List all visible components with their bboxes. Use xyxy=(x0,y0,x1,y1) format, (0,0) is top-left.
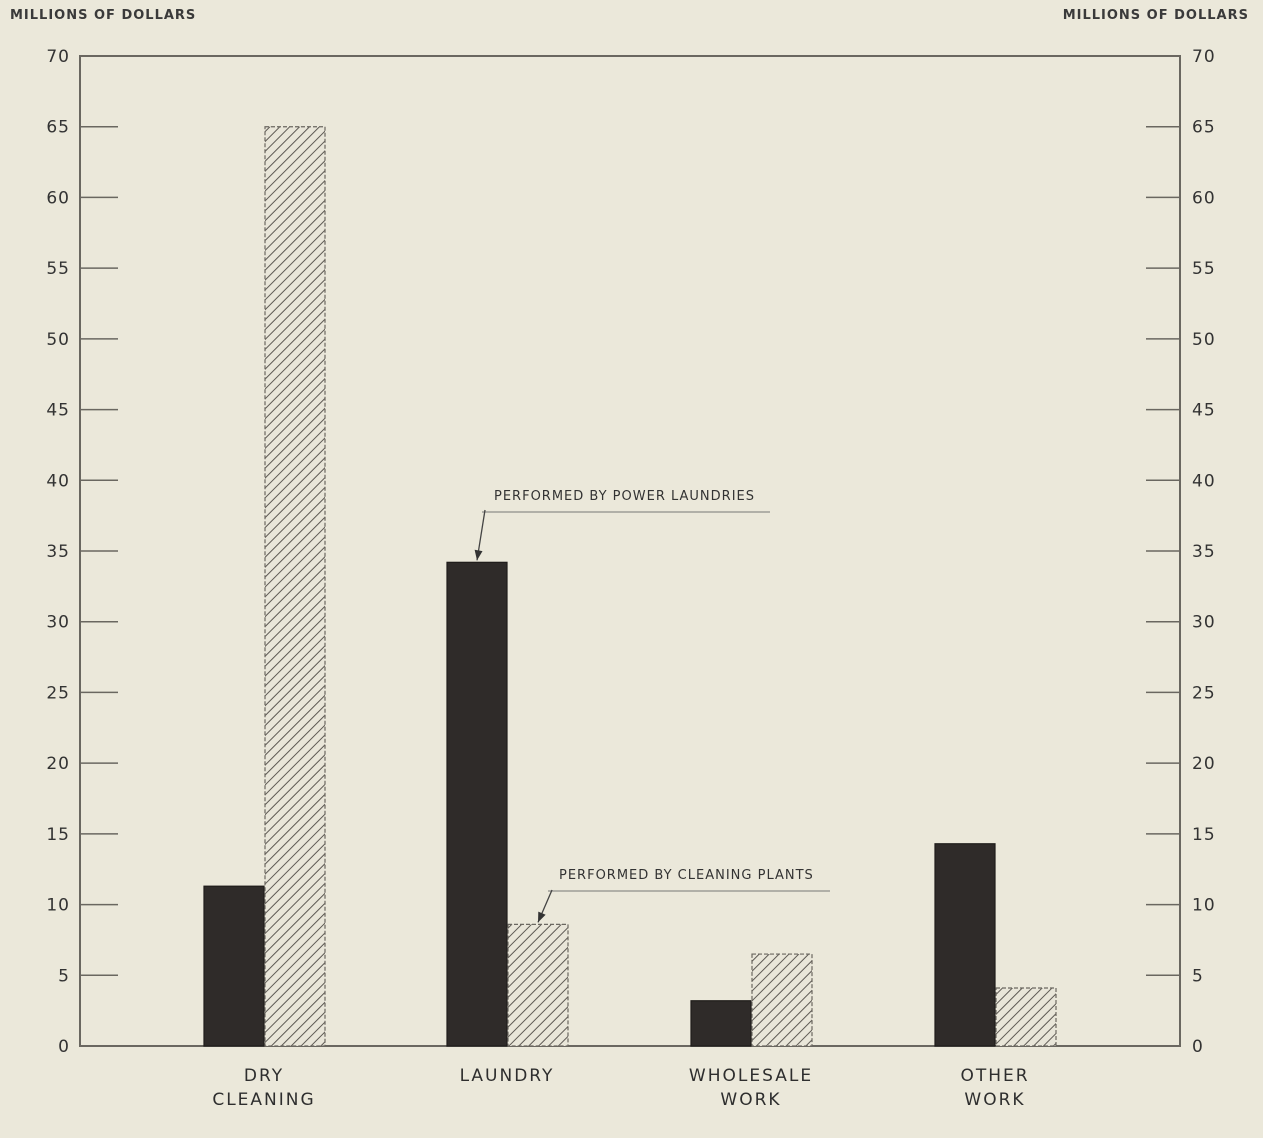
left-tick-label: 20 xyxy=(46,754,70,774)
power-laundries-bar xyxy=(690,1000,752,1047)
left-tick-label: 30 xyxy=(46,613,70,633)
right-tick-label: 60 xyxy=(1192,188,1216,208)
left-tick-label: 50 xyxy=(46,330,70,350)
category-label-line1: DRY xyxy=(243,1066,285,1086)
power-laundries-bar xyxy=(934,843,996,1047)
right-tick-label: 50 xyxy=(1192,330,1216,350)
left-tick-label: 0 xyxy=(58,1037,70,1057)
left-tick-label: 70 xyxy=(46,47,70,67)
right-tick-label: 10 xyxy=(1192,896,1216,916)
cleaning-plants-bar xyxy=(507,923,569,1047)
category-label-line1: OTHER xyxy=(960,1066,1030,1086)
right-tick-label: 30 xyxy=(1192,613,1216,633)
right-tick-label: 20 xyxy=(1192,754,1216,774)
category-label-line2: WORK xyxy=(720,1090,782,1110)
left-tick-label: 25 xyxy=(46,683,70,703)
right-tick-label: 35 xyxy=(1192,542,1216,562)
category-label: LAUNDRY xyxy=(427,1064,587,1088)
left-axis-unit-label: MILLIONS OF DOLLARS xyxy=(10,8,197,23)
right-tick-label: 5 xyxy=(1192,966,1204,986)
cleaning-plants-bar xyxy=(264,126,326,1047)
right-tick-label: 45 xyxy=(1192,401,1216,421)
annotation-arrowhead xyxy=(538,911,546,923)
right-tick-label: 55 xyxy=(1192,259,1216,279)
left-tick-label: 55 xyxy=(46,259,70,279)
category-label-line1: LAUNDRY xyxy=(459,1066,555,1086)
right-axis-unit-label: MILLIONS OF DOLLARS xyxy=(1062,8,1249,23)
category-label: DRY CLEANING xyxy=(184,1064,344,1112)
left-tick-label: 5 xyxy=(58,966,70,986)
right-tick-label: 65 xyxy=(1192,118,1216,138)
series-annotation-label: PERFORMED BY POWER LAUNDRIES xyxy=(494,489,755,504)
category-label: WHOLESALE WORK xyxy=(671,1064,831,1112)
left-tick-label: 65 xyxy=(46,118,70,138)
left-tick-label: 45 xyxy=(46,401,70,421)
annotation-arrowhead xyxy=(474,549,483,561)
right-tick-label: 40 xyxy=(1192,471,1216,491)
power-laundries-bar xyxy=(446,561,508,1047)
left-tick-label: 40 xyxy=(46,471,70,491)
right-tick-label: 15 xyxy=(1192,825,1216,845)
power-laundries-bar xyxy=(203,885,265,1047)
right-tick-label: 70 xyxy=(1192,47,1216,67)
left-tick-label: 10 xyxy=(46,896,70,916)
cleaning-plants-bar xyxy=(751,953,813,1047)
category-label: OTHER WORK xyxy=(915,1064,1075,1112)
left-tick-label: 15 xyxy=(46,825,70,845)
category-label-line2: WORK xyxy=(964,1090,1026,1110)
cleaning-plants-bar xyxy=(995,987,1057,1047)
series-annotation-label: PERFORMED BY CLEANING PLANTS xyxy=(559,868,814,883)
left-tick-label: 35 xyxy=(46,542,70,562)
right-tick-label: 25 xyxy=(1192,683,1216,703)
right-tick-label: 0 xyxy=(1192,1037,1204,1057)
category-label-line1: WHOLESALE xyxy=(688,1066,814,1086)
left-tick-label: 60 xyxy=(46,188,70,208)
category-label-line2: CLEANING xyxy=(212,1090,316,1110)
